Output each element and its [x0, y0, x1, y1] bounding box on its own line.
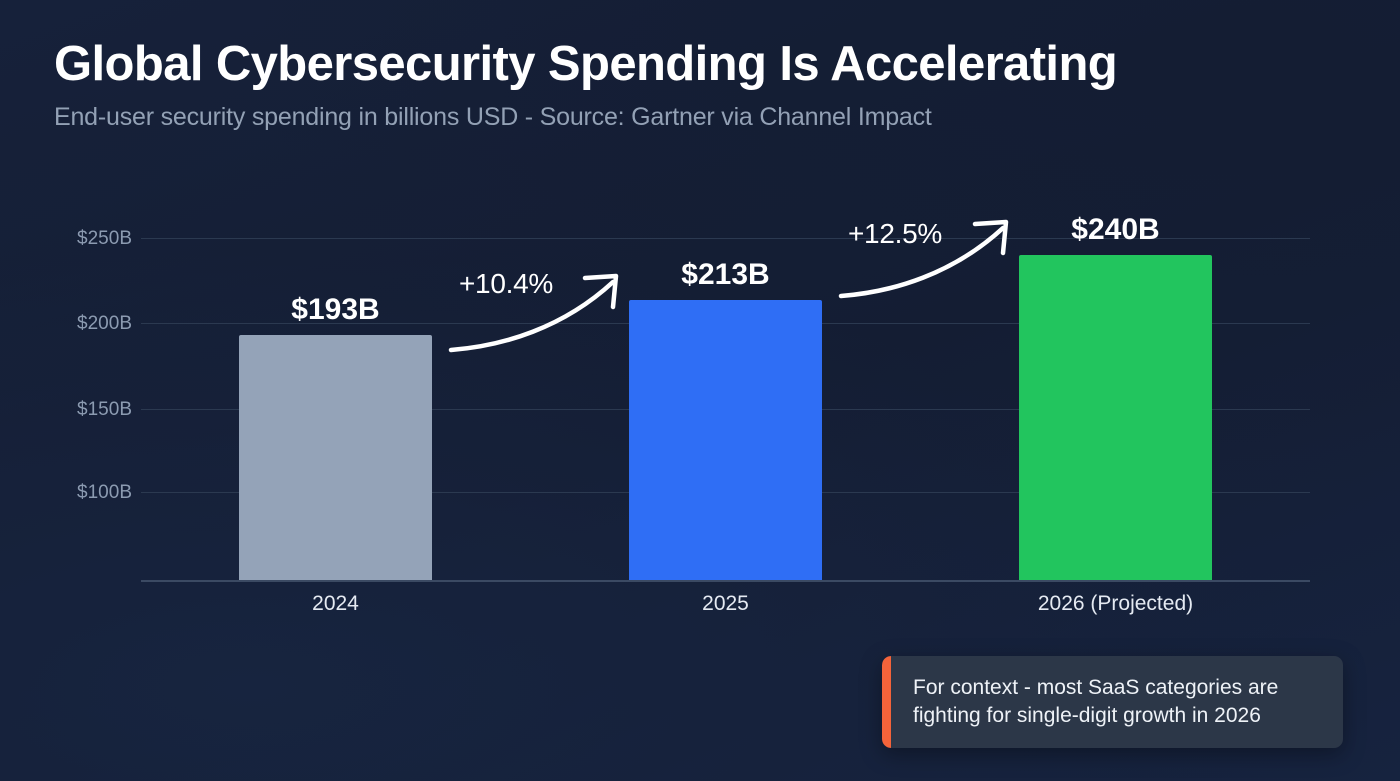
callout-text: For context - most SaaS categories are f… [913, 675, 1279, 727]
gridline-250 [141, 238, 1310, 239]
chart-header: Global Cybersecurity Spending Is Acceler… [54, 37, 1118, 132]
callout-accent-bar [882, 656, 891, 748]
growth-arrow-icon-2 [838, 219, 1009, 299]
bar-value-2025: $213B [681, 258, 770, 291]
chart-subtitle: End-user security spending in billions U… [54, 102, 932, 131]
context-callout: For context - most SaaS categories are f… [882, 656, 1343, 748]
x-tick-label-2026-projected: 2026 (Projected) [1037, 592, 1194, 615]
y-tick-label-200: $200B [77, 313, 132, 334]
bar-value-2024: $193B [291, 293, 380, 326]
bar-2025[interactable] [629, 300, 822, 580]
bar-2024[interactable] [239, 335, 432, 580]
x-tick-label-2025: 2025 [702, 592, 749, 615]
bar-value-2026-projected: $240B [1071, 213, 1160, 246]
y-tick-label-250: $250B [77, 228, 132, 249]
growth-arrow-icon-1 [448, 273, 619, 353]
growth-label-2024-2025: +10.4% [459, 268, 553, 299]
x-axis-line [141, 580, 1310, 582]
bar-2026-projected[interactable] [1019, 255, 1212, 580]
y-tick-label-100: $100B [77, 482, 132, 503]
growth-label-2025-2026: +12.5% [848, 218, 942, 249]
x-tick-label-2024: 2024 [312, 592, 359, 615]
y-tick-label-150: $150B [77, 399, 132, 420]
page-title: Global Cybersecurity Spending Is Acceler… [54, 37, 1118, 91]
